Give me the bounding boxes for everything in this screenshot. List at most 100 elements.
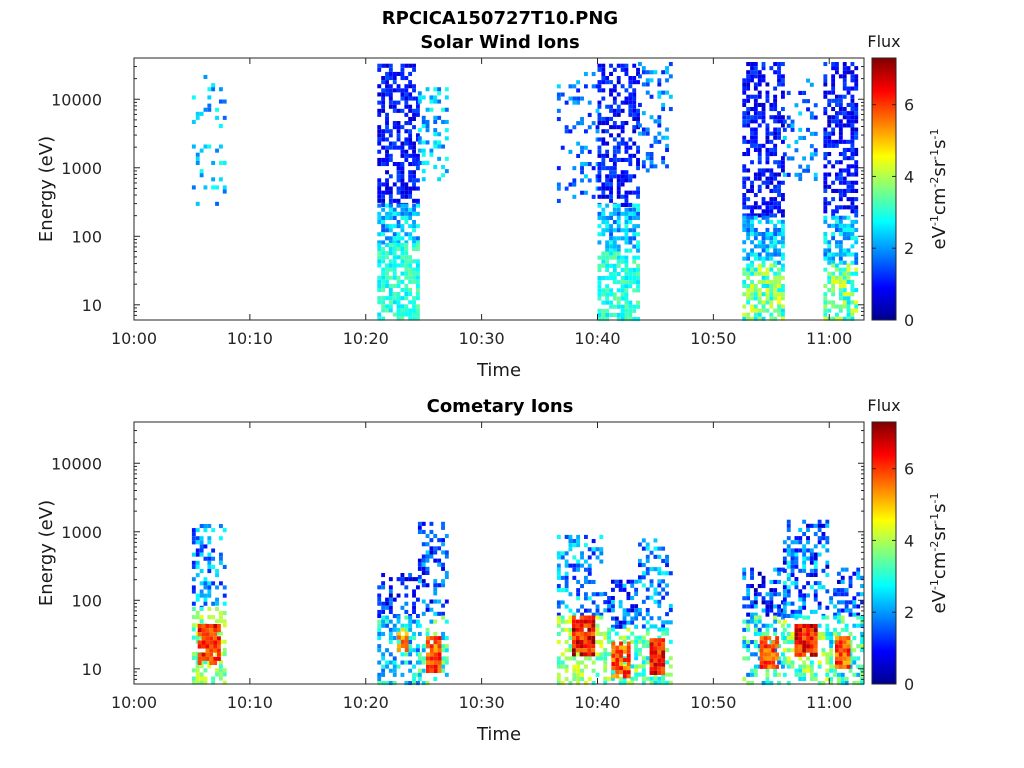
spectrogram-cell bbox=[809, 523, 814, 528]
spectrogram-cell bbox=[742, 571, 747, 576]
spectrogram-cell bbox=[616, 108, 621, 113]
spectrogram-cell bbox=[842, 147, 847, 152]
spectrogram-cell bbox=[381, 129, 386, 134]
spectrogram-cell bbox=[426, 636, 430, 641]
spectrogram-cell bbox=[632, 288, 637, 293]
spectrogram-cell bbox=[620, 63, 625, 68]
spectrogram-cell bbox=[777, 127, 781, 132]
spectrogram-cell bbox=[605, 166, 610, 171]
spectrogram-cell bbox=[433, 619, 438, 624]
spectrogram-cell bbox=[215, 601, 219, 606]
spectrogram-cell bbox=[421, 558, 426, 563]
spectrogram-cell bbox=[802, 605, 807, 610]
spectrogram-cell bbox=[823, 219, 828, 224]
spectrogram-cell bbox=[668, 672, 673, 677]
spectrogram-cell bbox=[591, 547, 596, 552]
spectrogram-cell bbox=[408, 300, 413, 305]
spectrogram-cell bbox=[560, 588, 565, 593]
spectrogram-cell bbox=[624, 202, 629, 207]
colorbar-tick-label: 2 bbox=[904, 603, 914, 622]
spectrogram-cell bbox=[609, 108, 613, 113]
spectrogram-cell bbox=[584, 534, 588, 539]
spectrogram-cell bbox=[385, 116, 389, 121]
spectrogram-cell bbox=[620, 255, 625, 260]
spectrogram-cell bbox=[209, 652, 214, 657]
spectrogram-cell bbox=[765, 94, 770, 99]
spectrogram-cell bbox=[798, 172, 803, 177]
spectrogram-cell bbox=[396, 247, 401, 252]
spectrogram-cell bbox=[842, 94, 847, 99]
spectrogram-cell bbox=[823, 300, 828, 305]
spectrogram-cell bbox=[846, 197, 851, 202]
colorbar-tick-label: 0 bbox=[904, 311, 914, 330]
spectrogram-cell bbox=[641, 635, 646, 640]
spectrogram-cell bbox=[392, 296, 397, 301]
spectrogram-cell bbox=[645, 90, 650, 95]
spectrogram-cell bbox=[191, 119, 196, 124]
spectrogram-cell bbox=[377, 644, 382, 649]
spectrogram-cell bbox=[761, 111, 766, 116]
spectrogram-cell bbox=[605, 121, 610, 126]
spectrogram-cell bbox=[396, 145, 401, 150]
spectrogram-cell bbox=[668, 620, 673, 625]
spectrogram-cell bbox=[377, 627, 382, 632]
spectrogram-cell bbox=[773, 172, 778, 177]
spectrogram-cell bbox=[441, 525, 445, 530]
spectrogram-cell bbox=[388, 681, 393, 686]
spectrogram-cell bbox=[392, 224, 397, 229]
spectrogram-cell bbox=[641, 70, 646, 75]
spectrogram-cell bbox=[222, 623, 227, 628]
spectrogram-cell bbox=[750, 271, 754, 276]
spectrogram-cell bbox=[665, 660, 669, 665]
spectrogram-cell bbox=[576, 588, 581, 593]
spectrogram-cell bbox=[860, 615, 864, 620]
spectrogram-cell bbox=[831, 188, 836, 193]
spectrogram-cell bbox=[385, 170, 389, 175]
spectrogram-cell bbox=[649, 658, 654, 663]
spectrogram-cell bbox=[404, 623, 409, 628]
spectrogram-cell bbox=[777, 119, 781, 124]
spectrogram-cell bbox=[657, 78, 662, 83]
spectrogram-cell bbox=[404, 215, 409, 220]
spectrogram-cell bbox=[742, 627, 747, 632]
spectrogram-cell bbox=[761, 256, 766, 261]
spectrogram-cell bbox=[817, 601, 822, 606]
spectrogram-cell bbox=[846, 188, 851, 193]
spectrogram-cell bbox=[765, 98, 770, 103]
spectrogram-cell bbox=[831, 90, 836, 95]
spectrogram-cell bbox=[821, 636, 826, 641]
spectrogram-cell bbox=[622, 660, 627, 665]
spectrogram-cell bbox=[823, 188, 828, 193]
spectrogram-cell bbox=[611, 600, 615, 605]
spectrogram-cell bbox=[636, 224, 640, 229]
spectrogram-cell bbox=[381, 601, 386, 606]
spectrogram-cell bbox=[222, 189, 227, 194]
spectrogram-cell bbox=[388, 198, 393, 203]
spectrogram-cell bbox=[211, 177, 216, 182]
spectrogram-cell bbox=[854, 102, 859, 107]
spectrogram-cell bbox=[653, 676, 658, 681]
spectrogram-cell bbox=[611, 596, 615, 601]
spectrogram-cell bbox=[777, 604, 781, 609]
spectrogram-cell bbox=[802, 564, 807, 569]
spectrogram-cell bbox=[753, 252, 758, 257]
spectrogram-cell bbox=[837, 571, 841, 576]
spectrogram-cell bbox=[813, 568, 818, 573]
spectrogram-cell bbox=[412, 149, 416, 154]
spectrogram-cell bbox=[400, 108, 405, 113]
spectrogram-cell bbox=[605, 248, 610, 253]
spectrogram-cell bbox=[645, 156, 650, 161]
spectrogram-cell bbox=[199, 606, 204, 611]
spectrogram-cell bbox=[579, 619, 584, 624]
spectrogram-cell bbox=[777, 681, 781, 686]
spectrogram-cell bbox=[381, 198, 386, 203]
spectrogram-cell bbox=[392, 681, 397, 686]
spectrogram-cell bbox=[412, 207, 416, 212]
spectrogram-cell bbox=[765, 252, 770, 257]
spectrogram-cell bbox=[396, 312, 401, 317]
spectrogram-cell bbox=[765, 612, 770, 617]
spectrogram-cell bbox=[630, 620, 635, 625]
spectrogram-cell bbox=[817, 552, 822, 557]
spectrogram-cell bbox=[850, 219, 855, 224]
spectrogram-cell bbox=[222, 528, 227, 533]
